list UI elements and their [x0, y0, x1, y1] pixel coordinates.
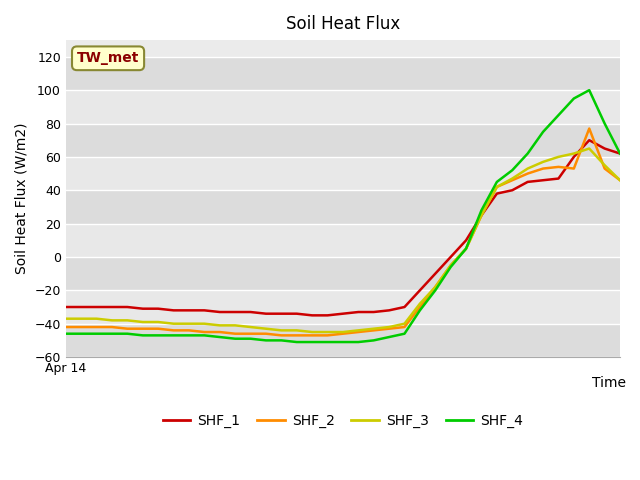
- Bar: [66, 290, 620, 324]
- Bar: [66, 324, 620, 357]
- Bar: [66, 90, 620, 123]
- Bar: [66, 224, 620, 257]
- Legend: SHF_1, SHF_2, SHF_3, SHF_4: SHF_1, SHF_2, SHF_3, SHF_4: [157, 408, 529, 433]
- Text: TW_met: TW_met: [77, 51, 140, 65]
- Bar: [66, 190, 620, 224]
- Title: Soil Heat Flux: Soil Heat Flux: [286, 15, 400, 33]
- Y-axis label: Soil Heat Flux (W/m2): Soil Heat Flux (W/m2): [15, 123, 29, 275]
- Text: Time: Time: [591, 376, 625, 390]
- Bar: [66, 157, 620, 190]
- Bar: [66, 257, 620, 290]
- Bar: [66, 57, 620, 90]
- Bar: [66, 123, 620, 157]
